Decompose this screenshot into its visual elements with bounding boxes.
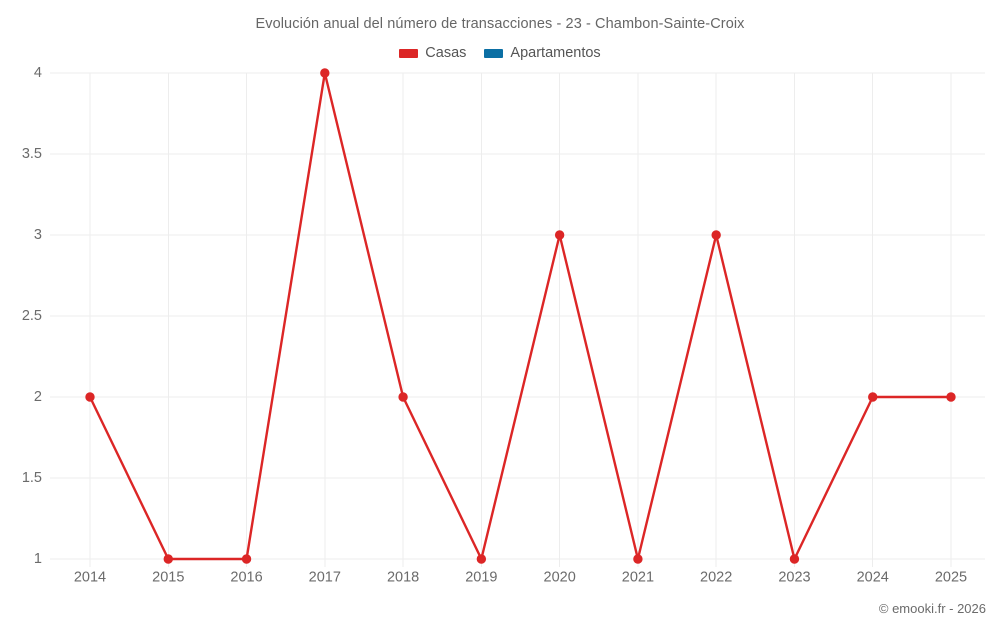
x-axis-tick-label: 2022 — [700, 570, 732, 586]
grid-lines — [50, 72, 985, 567]
series-line-casas — [88, 71, 953, 561]
data-point-marker[interactable] — [946, 392, 956, 402]
data-point-marker[interactable] — [85, 392, 95, 402]
x-axis-tick-label: 2017 — [309, 570, 341, 586]
data-point-marker[interactable] — [163, 554, 173, 564]
y-axis-tick-label: 3.5 — [22, 146, 42, 162]
x-axis-tick-label: 2020 — [544, 570, 576, 586]
x-axis-tick-label: 2014 — [74, 570, 106, 586]
data-point-marker[interactable] — [711, 230, 721, 240]
y-axis-tick-label: 1.5 — [22, 470, 42, 486]
legend-swatch-casas-icon — [399, 48, 419, 58]
data-point-marker[interactable] — [633, 554, 643, 564]
y-axis-tick-label: 1 — [34, 551, 42, 567]
x-axis-tick-label: 2021 — [622, 570, 654, 586]
x-axis-tick-labels: 2014 2015 2016 2017 2018 2019 2020 2021 2022 2023… — [74, 570, 967, 586]
x-axis-tick-label: 2018 — [387, 570, 419, 586]
x-axis-tick-label: 2024 — [857, 570, 889, 586]
data-point-marker[interactable] — [320, 68, 330, 78]
copyright-credit: © emooki.fr - 2026 — [878, 601, 986, 616]
chart-title: Evolución anual del número de transaccio… — [255, 16, 745, 32]
data-point-marker[interactable] — [554, 230, 565, 240]
y-axis-tick-label: 2.5 — [22, 308, 42, 324]
y-axis-tick-label: 2 — [34, 389, 42, 405]
data-point-marker[interactable] — [789, 554, 800, 564]
data-series-layer — [85, 68, 956, 564]
chart-legend: Casas Apartamentos — [0, 45, 1000, 61]
x-axis-tick-label: 2015 — [152, 570, 184, 586]
y-axis-tick-label: 4 — [34, 65, 42, 81]
legend-label-apartamentos: Apartamentos — [510, 45, 601, 61]
y-axis-tick-label: 3 — [34, 227, 42, 243]
data-point-marker[interactable] — [241, 554, 252, 564]
legend-item-apartamentos[interactable]: Apartamentos — [484, 45, 601, 61]
legend-item-casas[interactable]: Casas — [399, 45, 466, 61]
x-axis-tick-label: 2016 — [230, 570, 262, 586]
legend-swatch-apartamentos-icon — [484, 48, 504, 58]
data-point-marker[interactable] — [476, 554, 487, 564]
x-axis-tick-label: 2019 — [465, 570, 497, 586]
x-axis-tick-label: 2023 — [778, 570, 810, 586]
x-axis-tick-label: 2025 — [935, 570, 967, 586]
legend-label-casas: Casas — [425, 45, 467, 61]
data-point-marker[interactable] — [868, 392, 878, 402]
data-point-marker[interactable] — [398, 392, 408, 402]
y-axis-tick-labels: 1 1.5 2 2.5 3 3.5 4 — [22, 65, 42, 567]
